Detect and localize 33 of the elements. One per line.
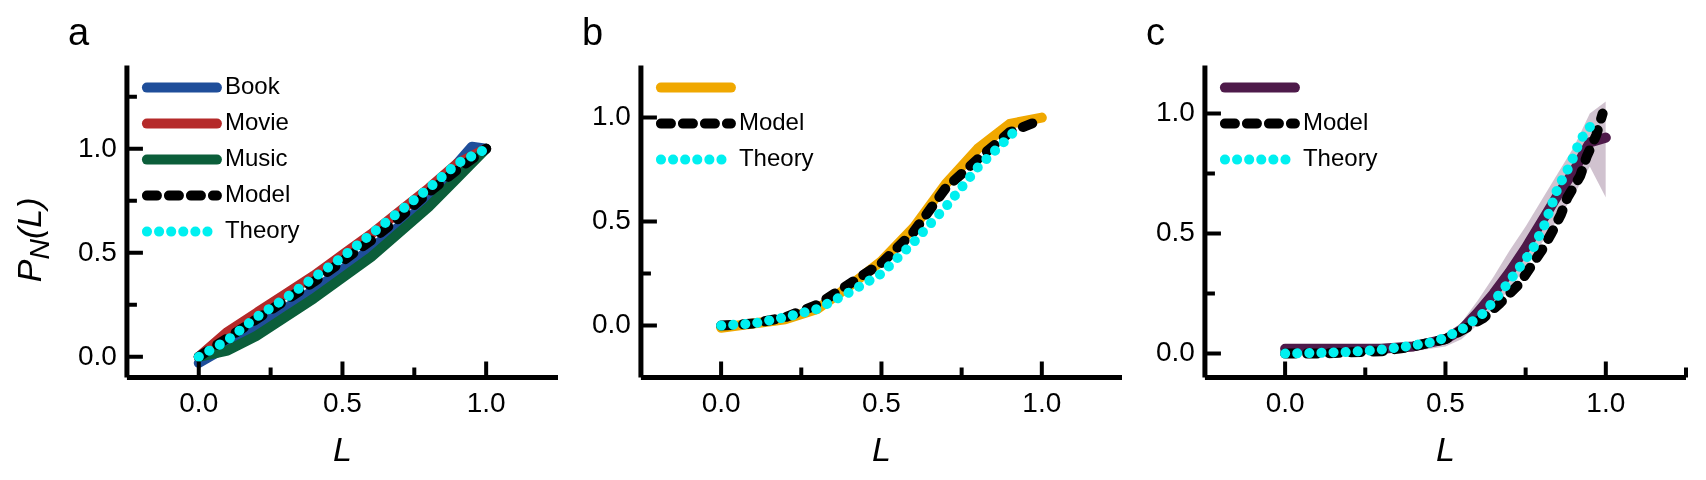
y-tick-label: 0.0 [1155,336,1195,368]
x-tick-label: 1.0 [466,387,506,419]
legend-label: Model [738,108,805,136]
x-tick-label: 0.5 [861,387,901,419]
y-tick-label: 1.0 [591,100,631,132]
y-tick-label: 0.5 [591,204,631,236]
legend-label: Theory [738,144,814,172]
x-axis-title: L [872,430,891,469]
y-tick-label: 1.0 [1155,96,1195,128]
legend-label: Book [224,72,281,100]
y-tick-label: 1.0 [77,131,117,163]
chart-title: a [68,11,90,54]
legend-label: Movie [224,108,289,136]
x-axis-title: L [1436,430,1455,469]
x-tick-label: 0.0 [1265,387,1305,419]
y-tick-label: 0.0 [77,339,117,371]
x-tick-label: 0.5 [1425,387,1465,419]
x-tick-label: 0.5 [322,387,362,419]
x-tick-label: 1.0 [1586,387,1626,419]
x-tick-label: 1.0 [1022,387,1062,419]
legend-label: Music [224,144,288,172]
y-tick-label: 0.5 [77,235,117,267]
legend-label: Theory [1302,144,1378,172]
x-tick-label: 0.0 [701,387,741,419]
legend-label: Theory [224,216,300,244]
chart-title: c [1146,11,1165,54]
chart-title: b [582,11,604,54]
y-tick-label: 0.0 [591,308,631,340]
x-axis-title: L [333,430,352,469]
y-tick-label: 0.5 [1155,216,1195,248]
legend-label: Model [1302,108,1369,136]
x-tick-label: 0.0 [179,387,219,419]
legend-label: Model [224,180,291,208]
